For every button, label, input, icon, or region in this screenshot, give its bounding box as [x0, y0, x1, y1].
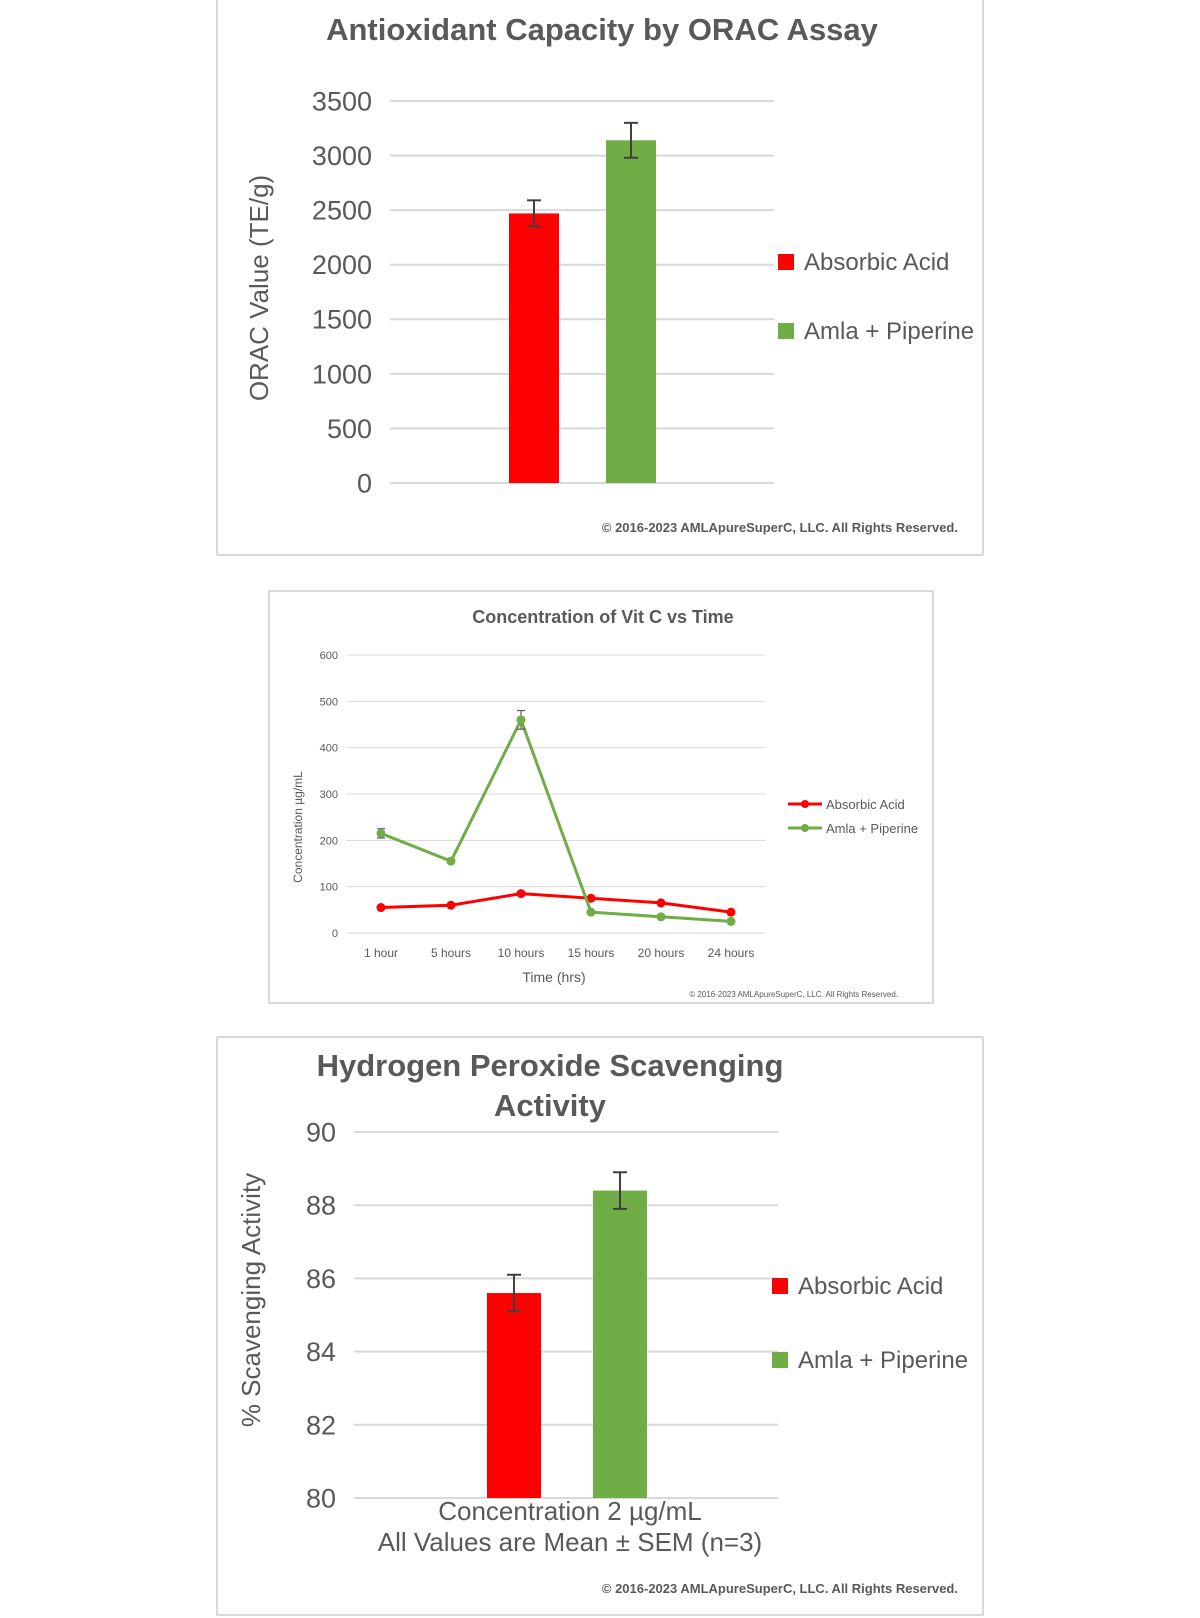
y-axis-label: % Scavenging Activity [236, 1173, 266, 1427]
series-absorbic-acid [376, 889, 736, 917]
copyright-notice: © 2016-2023 AMLApureSuperC, LLC. All Rig… [602, 520, 958, 535]
legend: Absorbic Acid Amla + Piperine [788, 797, 918, 836]
y-tick-label-84: 84 [306, 1337, 336, 1367]
bars [487, 1190, 647, 1498]
error-bars [527, 121, 638, 228]
y-tick-label-200: 200 [320, 835, 338, 847]
y-tick-label-100: 100 [320, 882, 338, 894]
bar-amla-piperine [593, 1190, 647, 1498]
y-tick-label-82: 82 [306, 1410, 336, 1440]
legend-label-absorbic-acid: Absorbic Acid [804, 249, 949, 276]
legend-swatch-absorbic-acid [778, 254, 794, 270]
x-tick-label-24-hours: 24 hours [708, 946, 755, 960]
point-absorbic-acid-1 [446, 900, 456, 910]
gridlines [346, 654, 766, 934]
y-tick-label-600: 600 [320, 650, 338, 662]
point-amla-piperine-3 [586, 907, 596, 917]
y-tick-label-0: 0 [332, 928, 338, 940]
point-absorbic-acid-3 [586, 893, 596, 903]
y-tick-label-80: 80 [306, 1483, 336, 1513]
point-amla-piperine-2 [516, 715, 526, 725]
y-tick-label-0: 0 [357, 468, 372, 498]
error-bars [507, 1171, 627, 1313]
error-bar-amla-piperine [613, 1171, 627, 1210]
x-axis-label: Concentration 2 µg/mL [438, 1496, 702, 1526]
y-axis-label: ORAC Value (TE/g) [244, 175, 274, 401]
y-tick-label-86: 86 [306, 1264, 336, 1294]
chart-title: Hydrogen Peroxide Scavenging Activity [317, 1048, 784, 1123]
chart-title: Antioxidant Capacity by ORAC Assay [326, 12, 879, 47]
vitc-chart-panel: Concentration of Vit C vs Time Concentra… [268, 590, 934, 1004]
x-axis-label-note: All Values are Mean ± SEM (n=3) [378, 1527, 762, 1557]
x-tick-label-1-hour: 1 hour [364, 946, 398, 960]
legend-label-amla-piperine: Amla + Piperine [798, 1347, 968, 1374]
point-amla-piperine-4 [656, 912, 666, 922]
series-lines [376, 710, 736, 926]
point-absorbic-acid-0 [376, 903, 386, 913]
orac-chart-panel: Antioxidant Capacity by ORAC Assay ORAC … [216, 0, 984, 556]
y-tick-label-2000: 2000 [312, 250, 372, 280]
y-tick-label-2500: 2500 [312, 196, 372, 226]
point-amla-piperine-1 [446, 856, 456, 866]
y-tick-label-1500: 1500 [312, 305, 372, 335]
y-tick-label-500: 500 [327, 414, 372, 444]
chart-title-line-2: Activity [494, 1088, 607, 1123]
legend-swatch-amla-piperine [772, 1352, 788, 1368]
y-tick-labels: 80 82 84 86 88 90 [306, 1117, 336, 1513]
orac-chart: Antioxidant Capacity by ORAC Assay ORAC … [244, 12, 974, 535]
x-tick-label-10-hours: 10 hours [498, 946, 545, 960]
error-bar-amla-piperine [624, 121, 638, 159]
y-tick-label-300: 300 [320, 789, 338, 801]
y-tick-labels: 0 500 1000 1500 2000 2500 3000 3500 [312, 86, 372, 498]
y-tick-label-3500: 3500 [312, 86, 372, 116]
legend-swatch-amla-piperine [778, 323, 794, 339]
gridlines [354, 1131, 778, 1499]
copyright-notice: © 2016-2023 AMLApureSuperC, LLC. All Rig… [602, 1581, 958, 1596]
chart-title: Concentration of Vit C vs Time [472, 607, 733, 627]
legend-label-amla-piperine: Amla + Piperine [804, 318, 974, 345]
h2o2-chart: Hydrogen Peroxide Scavenging Activity % … [236, 1048, 968, 1596]
bar-absorbic-acid [509, 213, 559, 483]
y-tick-label-88: 88 [306, 1191, 336, 1221]
legend-label-absorbic-acid: Absorbic Acid [798, 1273, 943, 1300]
point-absorbic-acid-5 [726, 907, 736, 917]
legend-marker-absorbic-acid [801, 800, 809, 808]
legend: Absorbic Acid Amla + Piperine [778, 249, 974, 345]
copyright-notice: © 2016-2023 AMLApureSuperC, LLC. All Rig… [689, 990, 898, 999]
point-amla-piperine-5 [726, 916, 736, 926]
bar-absorbic-acid [487, 1293, 541, 1498]
error-bar-absorbic-acid [507, 1273, 521, 1313]
x-tick-label-5-hours: 5 hours [431, 946, 471, 960]
bar-amla-piperine [606, 140, 656, 483]
series-line-absorbic-acid [380, 892, 732, 914]
point-amla-piperine-0 [376, 828, 386, 838]
y-tick-label-400: 400 [320, 743, 338, 755]
y-tick-label-1000: 1000 [312, 359, 372, 389]
legend-swatch-absorbic-acid [772, 1278, 788, 1294]
point-absorbic-acid-2 [516, 889, 526, 899]
series-line-amla-piperine [380, 716, 732, 923]
y-tick-label-3000: 3000 [312, 141, 372, 171]
legend-marker-amla-piperine [801, 824, 809, 832]
series-amla-piperine [376, 710, 736, 926]
legend-label-absorbic-acid: Absorbic Acid [826, 797, 905, 812]
y-axis-label: Concentration µg/mL [291, 771, 305, 883]
gridlines [390, 100, 774, 484]
vitc-chart: Concentration of Vit C vs Time Concentra… [291, 607, 918, 999]
legend-label-amla-piperine: Amla + Piperine [826, 821, 918, 836]
legend: Absorbic Acid Amla + Piperine [772, 1273, 968, 1374]
y-tick-label-500: 500 [320, 696, 338, 708]
y-tick-label-90: 90 [306, 1117, 336, 1147]
error-bar-absorbic-acid [527, 199, 541, 228]
y-tick-labels: 0 100 200 300 400 500 600 [320, 650, 338, 940]
x-axis-label: Time (hrs) [522, 969, 585, 985]
bars [509, 140, 656, 483]
x-tick-label-15-hours: 15 hours [568, 946, 615, 960]
h2o2-chart-panel: Hydrogen Peroxide Scavenging Activity % … [216, 1036, 984, 1616]
point-absorbic-acid-4 [656, 898, 666, 908]
chart-title-line-1: Hydrogen Peroxide Scavenging [317, 1048, 784, 1083]
x-tick-label-20-hours: 20 hours [638, 946, 685, 960]
x-tick-labels: 1 hour 5 hours 10 hours 15 hours 20 hours 24 … [364, 946, 754, 960]
